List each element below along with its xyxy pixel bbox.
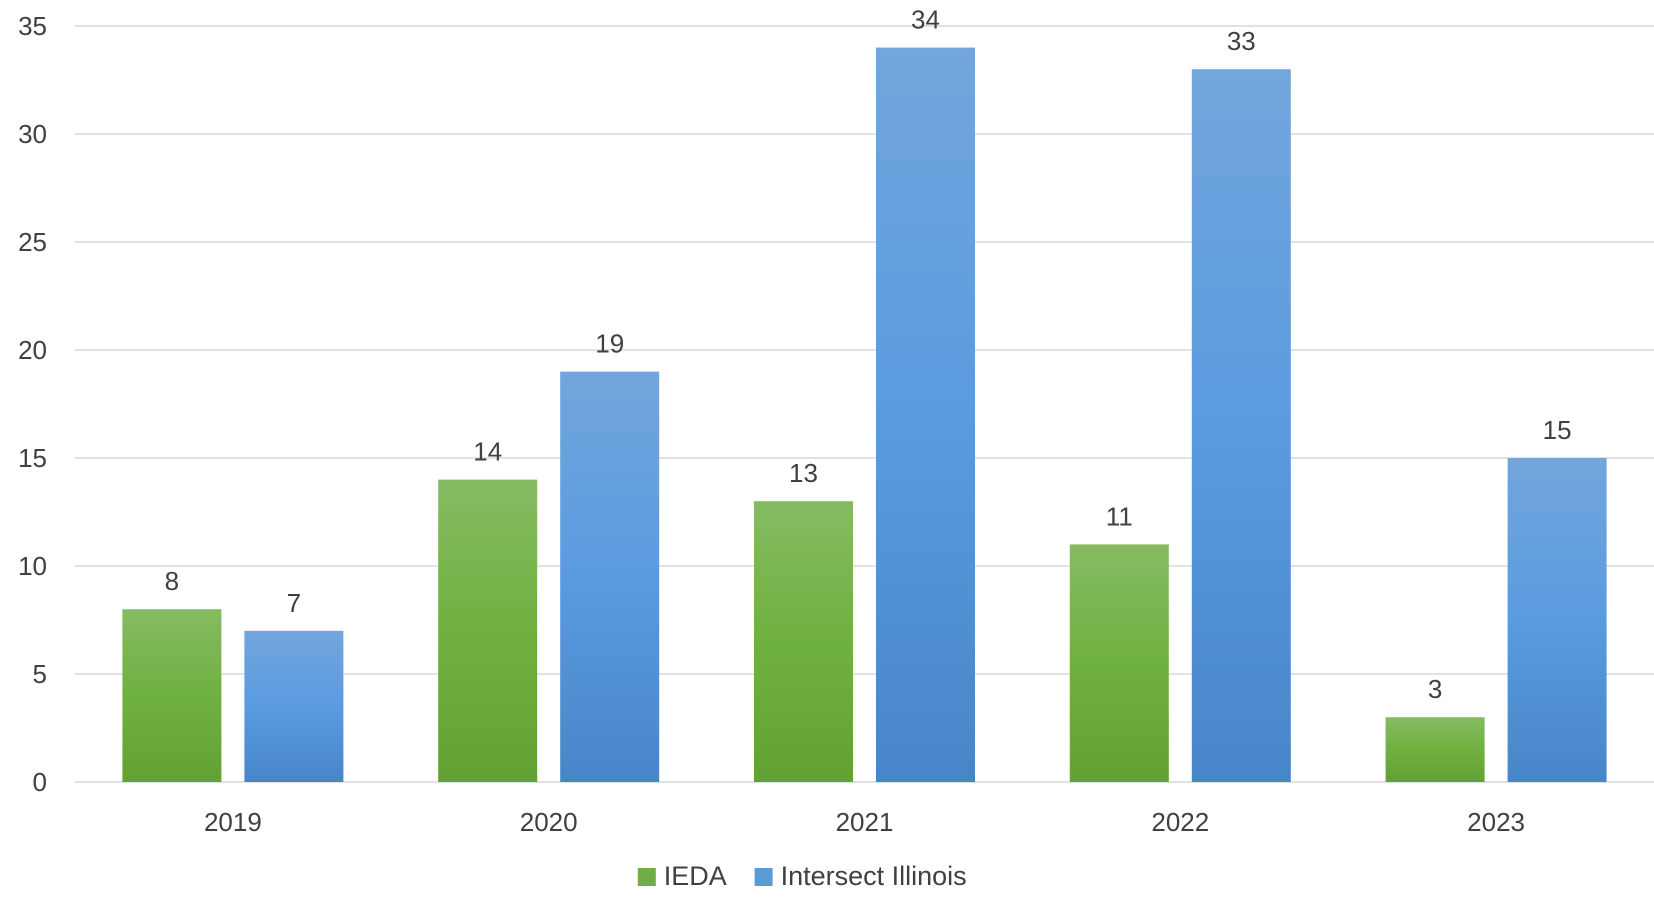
legend: IEDA Intersect Illinois bbox=[637, 861, 967, 891]
y-tick-label: 15 bbox=[18, 443, 47, 473]
bar-intersect-illinois-2021 bbox=[876, 47, 975, 783]
y-tick-label: 5 bbox=[33, 659, 47, 689]
bar-ieda-2022 bbox=[1069, 544, 1169, 782]
bar-intersect-illinois-2020 bbox=[560, 371, 660, 782]
bar-ieda-2023 bbox=[1385, 717, 1485, 782]
bar-ieda-2019 bbox=[122, 609, 222, 782]
data-label: 14 bbox=[473, 437, 502, 467]
data-label: 33 bbox=[1227, 26, 1256, 56]
x-tick-label: 2020 bbox=[520, 807, 578, 837]
y-tick-label: 10 bbox=[18, 551, 47, 581]
y-tick-label: 0 bbox=[33, 767, 47, 797]
x-axis-tick-labels: 2019 2020 2021 2022 2023 bbox=[204, 807, 1525, 837]
bar-ieda-2021 bbox=[754, 501, 853, 782]
data-label: 11 bbox=[1106, 501, 1133, 531]
data-label: 7 bbox=[287, 588, 301, 618]
bar-ieda-2020 bbox=[438, 479, 538, 782]
bars bbox=[122, 47, 1607, 783]
bar-intersect-illinois-2022 bbox=[1191, 69, 1291, 782]
x-tick-label: 2021 bbox=[836, 807, 894, 837]
legend-swatch-ieda bbox=[637, 868, 656, 886]
bar-intersect-illinois-2023 bbox=[1507, 458, 1607, 782]
x-tick-label: 2019 bbox=[204, 807, 262, 837]
data-label: 3 bbox=[1428, 674, 1442, 704]
legend-label: IEDA bbox=[664, 861, 727, 891]
x-tick-label: 2022 bbox=[1151, 807, 1209, 837]
y-tick-label: 30 bbox=[18, 119, 47, 149]
y-tick-label: 35 bbox=[18, 11, 47, 41]
legend-swatch-intersect-illinois bbox=[754, 868, 773, 886]
data-label: 8 bbox=[165, 566, 179, 596]
y-tick-label: 20 bbox=[18, 335, 47, 365]
y-axis-tick-labels: 0 5 10 15 20 25 30 35 bbox=[18, 11, 47, 797]
x-tick-label: 2023 bbox=[1467, 807, 1525, 837]
data-label: 34 bbox=[911, 5, 940, 35]
data-label: 15 bbox=[1543, 415, 1572, 445]
data-label: 13 bbox=[789, 458, 818, 488]
bar-intersect-illinois-2019 bbox=[244, 630, 344, 782]
data-label: 19 bbox=[595, 329, 624, 359]
y-tick-label: 25 bbox=[18, 227, 47, 257]
legend-label: Intersect Illinois bbox=[781, 861, 967, 891]
